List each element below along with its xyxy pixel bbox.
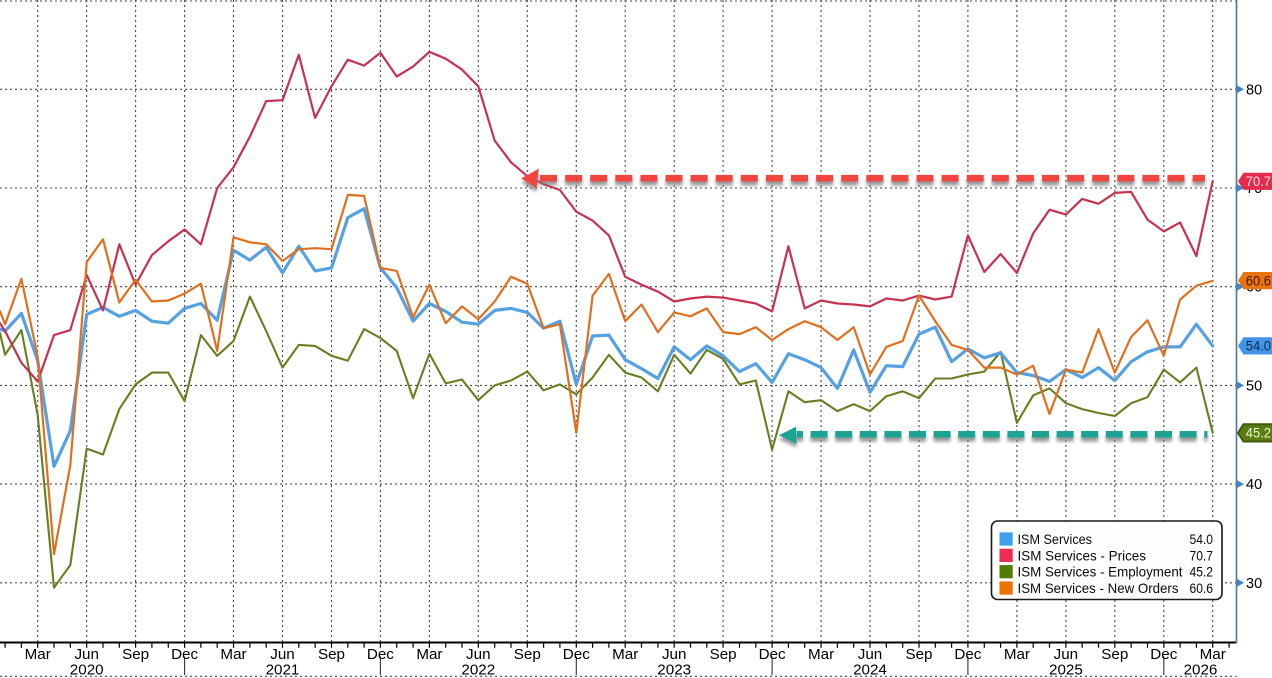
svg-text:Dec: Dec <box>171 646 198 663</box>
svg-text:ISM Services: ISM Services <box>1018 532 1093 547</box>
svg-text:2026: 2026 <box>1184 662 1218 678</box>
svg-text:2025: 2025 <box>1049 662 1083 678</box>
svg-text:Sep: Sep <box>1101 646 1128 663</box>
svg-text:2020: 2020 <box>70 662 104 678</box>
svg-text:Dec: Dec <box>954 646 981 663</box>
svg-text:Jun: Jun <box>466 646 491 663</box>
svg-text:Sep: Sep <box>905 646 932 663</box>
svg-text:Mar: Mar <box>808 646 834 663</box>
svg-text:Sep: Sep <box>514 646 541 663</box>
svg-text:Sep: Sep <box>318 646 345 663</box>
svg-text:Jun: Jun <box>1054 646 1079 663</box>
svg-text:60.6: 60.6 <box>1190 581 1214 596</box>
svg-text:Mar: Mar <box>612 646 638 663</box>
svg-text:Dec: Dec <box>563 646 590 663</box>
svg-text:60.6: 60.6 <box>1246 273 1271 288</box>
svg-text:2023: 2023 <box>657 662 691 678</box>
svg-text:54.0: 54.0 <box>1246 339 1271 354</box>
svg-text:Mar: Mar <box>1004 646 1030 663</box>
svg-text:Sep: Sep <box>710 646 737 663</box>
svg-text:ISM Services - Employment: ISM Services - Employment <box>1018 565 1183 580</box>
svg-text:ISM Services - New Orders: ISM Services - New Orders <box>1018 581 1179 596</box>
svg-text:30: 30 <box>1246 576 1262 592</box>
svg-text:45.2: 45.2 <box>1246 426 1271 441</box>
svg-text:70.7: 70.7 <box>1190 548 1214 563</box>
svg-text:Dec: Dec <box>1150 646 1177 663</box>
svg-text:Jun: Jun <box>662 646 687 663</box>
svg-text:2024: 2024 <box>853 662 887 678</box>
svg-text:ISM Services - Prices: ISM Services - Prices <box>1018 548 1147 563</box>
svg-text:80: 80 <box>1246 82 1262 98</box>
svg-text:2021: 2021 <box>266 662 300 678</box>
svg-text:Mar: Mar <box>416 646 442 663</box>
svg-text:40: 40 <box>1246 477 1262 493</box>
svg-text:Sep: Sep <box>122 646 149 663</box>
svg-text:Mar: Mar <box>220 646 246 663</box>
svg-text:45.2: 45.2 <box>1190 565 1214 580</box>
svg-text:50: 50 <box>1246 378 1262 394</box>
svg-text:Jun: Jun <box>74 646 99 663</box>
svg-text:Jun: Jun <box>858 646 883 663</box>
svg-text:Dec: Dec <box>367 646 394 663</box>
svg-text:Mar: Mar <box>25 646 51 663</box>
svg-text:Dec: Dec <box>759 646 786 663</box>
svg-text:Mar: Mar <box>1200 646 1226 663</box>
svg-text:2022: 2022 <box>461 662 495 678</box>
svg-text:Jun: Jun <box>270 646 295 663</box>
svg-text:70.7: 70.7 <box>1246 174 1271 189</box>
svg-text:54.0: 54.0 <box>1190 532 1214 547</box>
